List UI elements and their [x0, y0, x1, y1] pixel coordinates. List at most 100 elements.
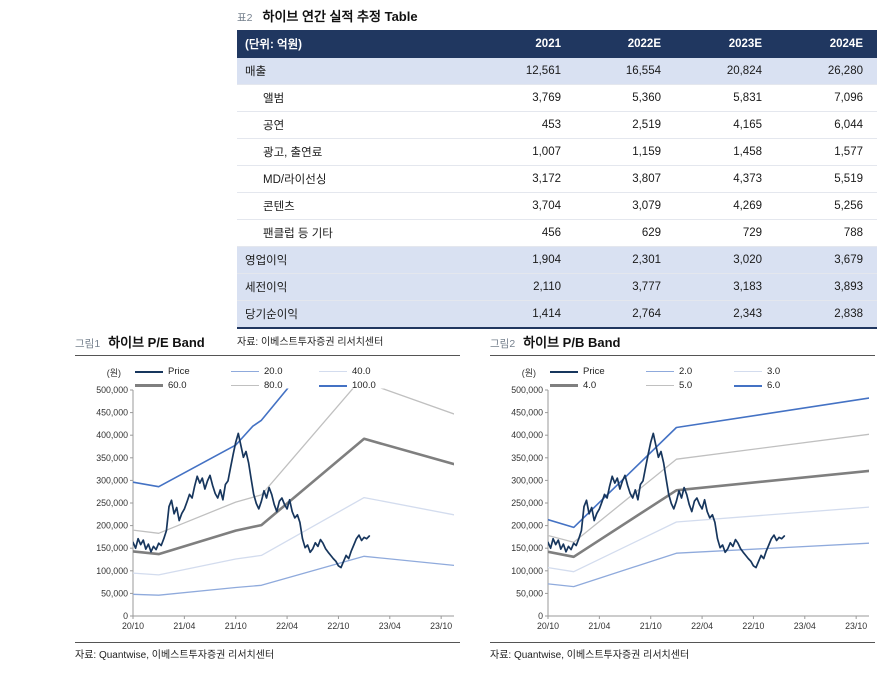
cell-value: 2,301 — [575, 246, 675, 274]
legend-item: 3.0 — [734, 366, 844, 377]
y-tick-label: 250,000 — [96, 498, 128, 508]
series-line-40.0 — [133, 496, 454, 576]
legend-label: 100.0 — [352, 380, 376, 391]
y-tick-label: 100,000 — [511, 566, 543, 576]
table-title: 하이브 연간 실적 추정 Table — [262, 9, 418, 24]
y-tick-label: 0 — [123, 611, 128, 621]
pe-band-plot: (원) 0 50,000 100,000 150,000 200,000 250,000 30… — [96, 368, 454, 631]
cell-value: 4,269 — [675, 192, 776, 220]
series-line-6.0 — [548, 397, 869, 529]
chart-header-row: 그림2 하이브 P/B Band — [490, 332, 875, 356]
cell-value: 1,577 — [776, 138, 877, 166]
cell-value: 5,519 — [776, 165, 877, 193]
series-line-20.0 — [133, 555, 454, 596]
series-line-5.0 — [548, 433, 869, 543]
table-row: 앨범 3,769 5,360 5,831 7,096 — [237, 84, 877, 112]
col-header-2022e: 2022E — [575, 30, 675, 58]
x-tick-label: 20/10 — [537, 621, 559, 631]
table-row: 콘텐츠 3,704 3,079 4,269 5,256 — [237, 192, 877, 220]
chart-source: 자료: Quantwise, 이베스트투자증권 리서치센터 — [75, 642, 460, 661]
legend-line-sample — [734, 371, 762, 372]
cell-value: 5,360 — [575, 84, 675, 112]
y-tick-label: 300,000 — [96, 475, 128, 485]
legend-line-sample — [135, 370, 163, 373]
cell-value: 1,904 — [475, 246, 575, 274]
cell-value: 2,838 — [776, 300, 877, 329]
col-header-2021: 2021 — [475, 30, 575, 58]
y-axis-unit-label: (원) — [522, 368, 536, 378]
row-label: 당기순이익 — [237, 300, 475, 329]
series-line-60.0 — [133, 437, 454, 556]
legend-label: 6.0 — [767, 380, 781, 391]
y-tick-label: 250,000 — [511, 498, 543, 508]
legend-item: 5.0 — [646, 380, 734, 391]
y-tick-label: 200,000 — [511, 521, 543, 531]
row-label: 매출 — [237, 58, 475, 85]
cell-value: 16,554 — [575, 58, 675, 85]
cell-value: 5,256 — [776, 192, 877, 220]
row-label: 콘텐츠 — [237, 192, 475, 220]
unit-header: (단위: 억원) — [237, 30, 475, 58]
cell-value: 3,807 — [575, 165, 675, 193]
estimate-table-body: 매출 12,561 16,554 20,824 26,280 앨범 3,769 5,360 5,… — [237, 58, 877, 329]
y-tick-label: 50,000 — [516, 588, 543, 598]
legend-label: Price — [583, 366, 605, 377]
table-row: MD/라이선싱 3,172 3,807 4,373 5,519 — [237, 165, 877, 193]
y-tick-label: 500,000 — [96, 385, 128, 395]
cell-value: 26,280 — [776, 58, 877, 85]
cell-value: 5,831 — [675, 84, 776, 112]
estimates-table-section: 표2 하이브 연간 실적 추정 Table (단위: 억원) 2021 2022… — [237, 6, 877, 348]
y-tick-label: 400,000 — [96, 430, 128, 440]
table-head-row: (단위: 억원) 2021 2022E 2023E 2024E — [237, 30, 877, 58]
row-label: 세전이익 — [237, 273, 475, 301]
cell-value: 2,110 — [475, 273, 575, 301]
row-label: 앨범 — [237, 84, 475, 112]
legend-label: 4.0 — [583, 380, 597, 391]
row-label: 광고, 출연료 — [237, 138, 475, 166]
x-tick-label: 22/10 — [327, 621, 349, 631]
legend-item: 20.0 — [231, 366, 319, 377]
legend-item: 4.0 — [550, 380, 646, 391]
series-line-100.0 — [133, 388, 289, 488]
cell-value: 1,007 — [475, 138, 575, 166]
cell-value: 453 — [475, 111, 575, 139]
legend-item: 100.0 — [319, 380, 429, 391]
x-tick-label: 21/10 — [225, 621, 247, 631]
legend-item: Price — [135, 366, 231, 377]
cell-value: 2,343 — [675, 300, 776, 329]
cell-value: 3,704 — [475, 192, 575, 220]
x-tick-label: 22/10 — [742, 621, 764, 631]
cell-value: 729 — [675, 219, 776, 247]
table-tag: 표2 — [237, 12, 253, 24]
y-tick-label: 0 — [538, 611, 543, 621]
table-row: 공연 453 2,519 4,165 6,044 — [237, 111, 877, 139]
table-source: 자료: 이베스트투자증권 리서치센터 — [237, 337, 384, 348]
cell-value: 4,373 — [675, 165, 776, 193]
legend-label: 2.0 — [679, 366, 693, 377]
chart-source: 자료: Quantwise, 이베스트투자증권 리서치센터 — [490, 642, 875, 661]
legend-line-sample — [231, 385, 259, 386]
legend-item: 40.0 — [319, 366, 429, 377]
series-line-Price — [548, 432, 786, 569]
y-tick-label: 100,000 — [96, 566, 128, 576]
x-tick-label: 23/10 — [845, 621, 867, 631]
cell-value: 1,458 — [675, 138, 776, 166]
y-tick-label: 50,000 — [101, 588, 128, 598]
y-tick-label: 450,000 — [511, 408, 543, 418]
series-line-4.0 — [548, 469, 869, 559]
cell-value: 3,679 — [776, 246, 877, 274]
table-header-row: 표2 하이브 연간 실적 추정 Table — [237, 6, 877, 25]
cell-value: 788 — [776, 219, 877, 247]
cell-value: 3,893 — [776, 273, 877, 301]
estimate-table: (단위: 억원) 2021 2022E 2023E 2024E 매출 12,561… — [237, 30, 877, 329]
series-line-Price — [133, 432, 371, 569]
table-row: 팬클럽 등 기타 456 629 729 788 — [237, 219, 877, 247]
x-tick-label: 21/10 — [640, 621, 662, 631]
cell-value: 456 — [475, 219, 575, 247]
x-tick-label: 23/04 — [379, 621, 401, 631]
x-tick-label: 23/04 — [794, 621, 816, 631]
legend-label: 80.0 — [264, 380, 283, 391]
y-tick-label: 350,000 — [96, 453, 128, 463]
legend-item: 6.0 — [734, 380, 844, 391]
pb-band-canvas: Price 2.0 3.0 4.0 5.0 6.0 (원) 0 50,000 100,000 150… — [490, 358, 875, 642]
